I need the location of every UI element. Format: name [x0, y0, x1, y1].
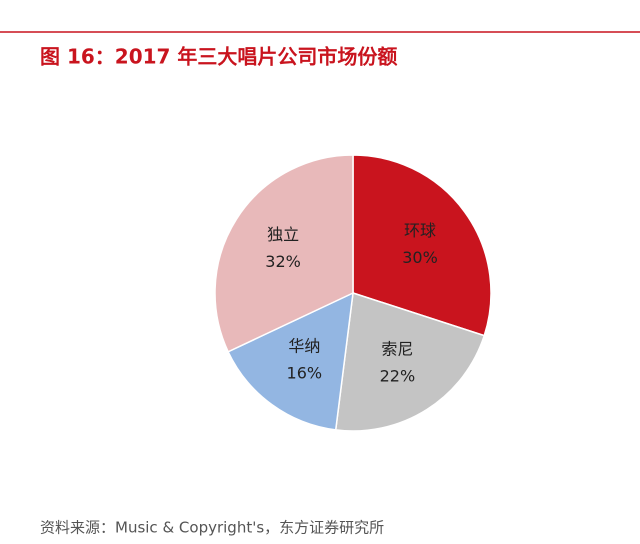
slice-label: 华纳 — [288, 336, 320, 355]
pie-slice — [214, 154, 354, 353]
pie-slice — [352, 154, 492, 337]
slice-label: 索尼 — [381, 339, 413, 358]
slice-label: 独立 — [267, 225, 299, 244]
slice-value-label: 16% — [287, 363, 323, 382]
slice-value-label: 30% — [402, 248, 438, 267]
slice-value-label: 32% — [265, 252, 301, 271]
slice-value-label: 22% — [380, 366, 416, 385]
pie-slice — [227, 291, 354, 431]
pie-slice — [334, 292, 486, 432]
slice-label: 环球 — [404, 221, 436, 240]
source-note: 资料来源：Music & Copyright's，东方证券研究所 — [40, 519, 384, 537]
chart-title: 图 16：2017 年三大唱片公司市场份额 — [40, 45, 397, 69]
